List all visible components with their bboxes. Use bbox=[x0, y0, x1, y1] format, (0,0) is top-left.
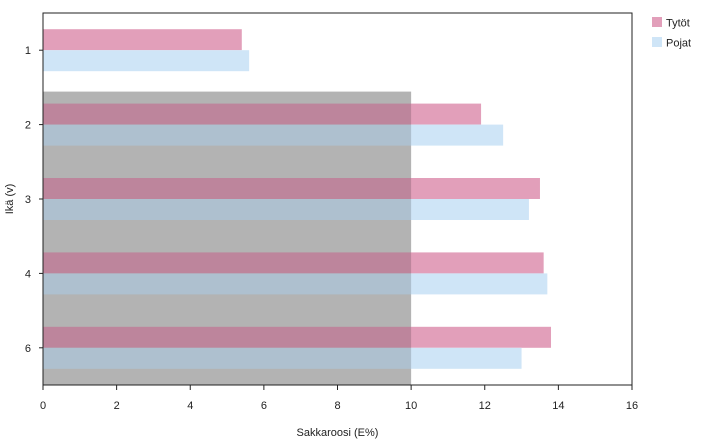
y-tick-label: 6 bbox=[25, 343, 31, 355]
x-tick-label: 10 bbox=[405, 400, 417, 412]
x-axis-title: Sakkaroosi (E%) bbox=[297, 427, 379, 439]
x-tick-label: 6 bbox=[261, 400, 267, 412]
bar-tytt-age-1 bbox=[43, 29, 242, 51]
y-tick-label: 4 bbox=[25, 268, 31, 280]
x-tick-label: 8 bbox=[334, 400, 340, 412]
legend-swatch-pojat bbox=[652, 37, 662, 47]
y-tick-label: 1 bbox=[25, 45, 31, 57]
y-tick-label: 3 bbox=[25, 194, 31, 206]
reference-band-overlay bbox=[43, 91, 412, 385]
x-tick-label: 16 bbox=[626, 400, 638, 412]
bar-pojat-age-1 bbox=[43, 50, 250, 72]
x-tick-label: 4 bbox=[187, 400, 193, 412]
bars-layer bbox=[43, 29, 552, 385]
y-tick-label: 2 bbox=[25, 120, 31, 132]
y-axis: 1 2 3 4 6 bbox=[25, 45, 43, 355]
legend-swatch-tytt bbox=[652, 17, 662, 27]
x-tick-label: 0 bbox=[40, 400, 46, 412]
legend-label: Tytöt bbox=[666, 18, 690, 30]
x-axis: 0 2 4 6 8 10 12 14 16 bbox=[40, 385, 638, 412]
y-axis-title: Ikä (v) bbox=[4, 184, 16, 215]
x-tick-label: 14 bbox=[552, 400, 564, 412]
legend-label: Pojat bbox=[666, 38, 691, 50]
x-tick-label: 2 bbox=[114, 400, 120, 412]
legend: Tytöt Pojat bbox=[652, 17, 691, 50]
x-tick-label: 12 bbox=[479, 400, 491, 412]
